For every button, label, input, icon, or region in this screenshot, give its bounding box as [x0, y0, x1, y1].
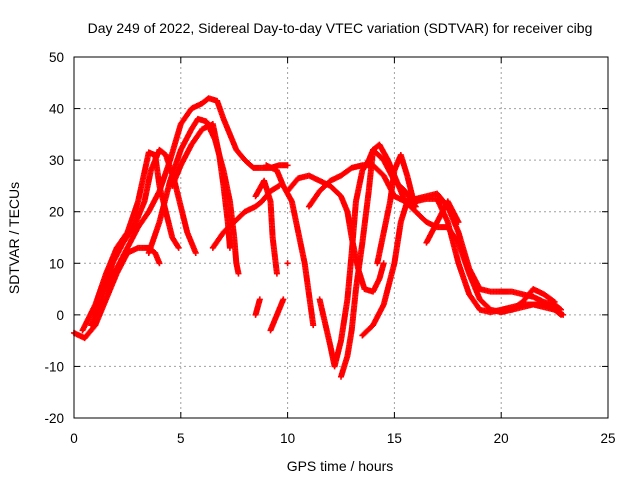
y-tick-label: 20: [49, 205, 64, 220]
y-tick-label: 30: [49, 153, 64, 168]
series-track-12: [284, 260, 291, 267]
x-tick-label: 5: [177, 431, 185, 446]
data-point: [284, 260, 291, 267]
x-tick-label: 20: [494, 431, 509, 446]
data-point: [192, 249, 199, 256]
series-track-7: [209, 182, 283, 251]
data-point: [273, 270, 280, 277]
data-point: [380, 260, 387, 267]
x-axis-title: GPS time / hours: [287, 458, 394, 474]
series-track-17: [359, 195, 565, 339]
data-point: [175, 244, 182, 251]
x-tick-label: 25: [600, 431, 615, 446]
y-tick-label: -10: [44, 359, 64, 374]
data-point: [280, 296, 287, 303]
data-point: [226, 244, 233, 251]
y-tick-label: 0: [56, 308, 64, 323]
x-tick-label: 10: [280, 431, 295, 446]
y-tick-label: 50: [49, 50, 64, 65]
y-tick-label: 10: [49, 256, 64, 271]
series-track-9: [263, 162, 317, 329]
grid: [74, 57, 608, 418]
data-point: [235, 270, 242, 277]
y-axis-title: SDTVAR / TECUs: [6, 182, 22, 294]
data-point: [310, 322, 317, 329]
series-track-14: [305, 162, 565, 313]
x-tick-label: 15: [387, 431, 402, 446]
series-track-3: [88, 146, 199, 329]
data-point: [156, 260, 163, 267]
data-point: [284, 162, 291, 169]
series-track-8: [252, 177, 280, 277]
y-tick-label: 40: [49, 102, 64, 117]
series-track-5: [145, 115, 242, 277]
series-track-11: [267, 296, 287, 334]
series-track-16: [338, 141, 567, 380]
data-points: [71, 95, 567, 380]
x-tick-label: 0: [70, 431, 78, 446]
data-point: [256, 296, 263, 303]
chart-title: Day 249 of 2022, Sidereal Day-to-day VTE…: [88, 20, 593, 36]
y-tick-label: -20: [44, 411, 64, 426]
series-track-10: [252, 296, 263, 318]
